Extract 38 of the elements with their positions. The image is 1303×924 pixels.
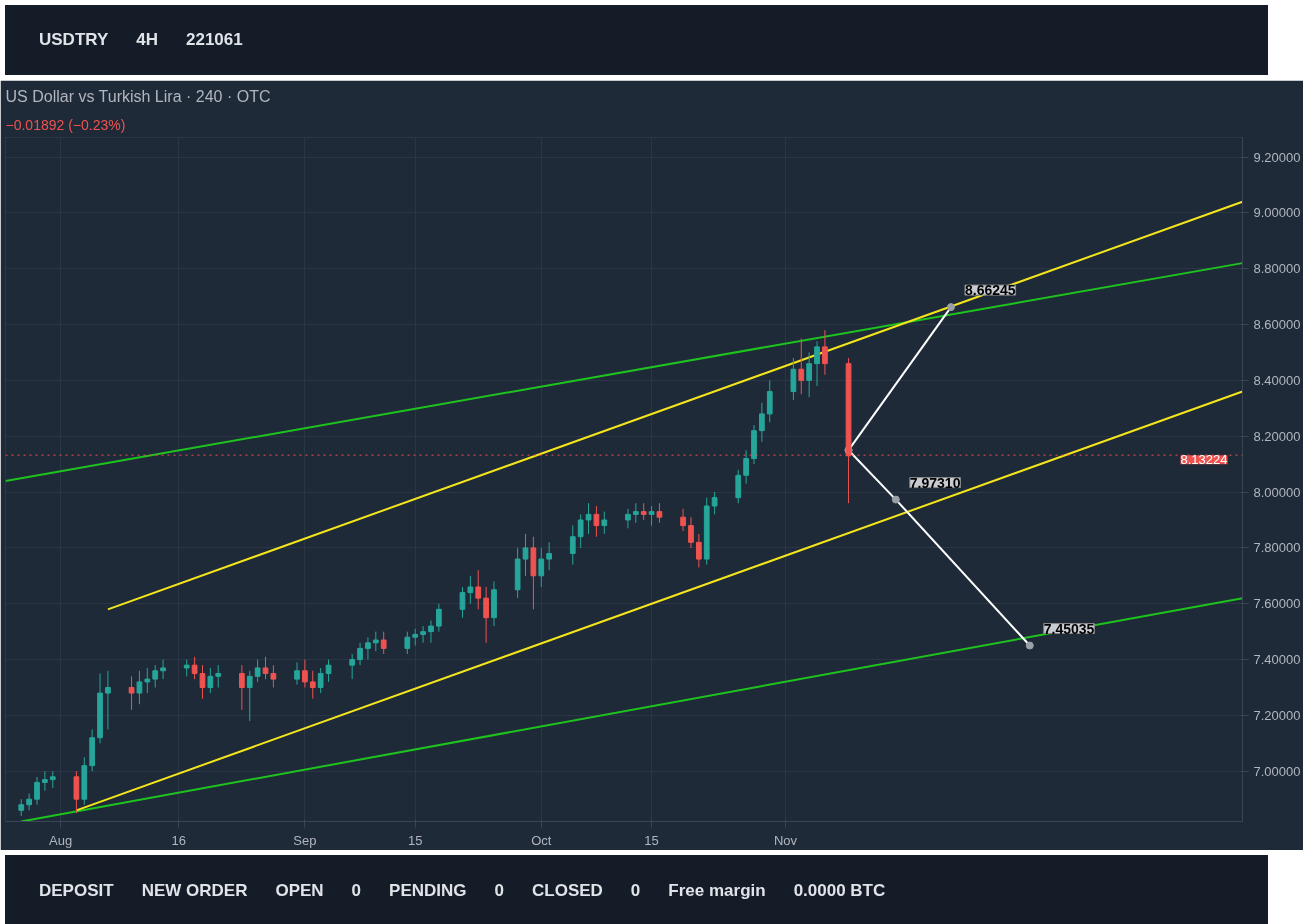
x-tick-label: 16 <box>171 832 187 848</box>
text: 0 <box>494 879 504 902</box>
y-tick-label: 7.80000 <box>1253 540 1301 556</box>
annotation: 7.97310 <box>909 474 961 491</box>
x-tick-label: Sep <box>293 832 317 848</box>
text: Free margin <box>668 879 766 902</box>
y-tick-label: 8.00000 <box>1253 484 1301 500</box>
y-tick-label: 7.20000 <box>1253 707 1301 723</box>
text: PENDING <box>389 879 467 902</box>
text: USDTRY <box>39 28 109 51</box>
text: OPEN <box>275 879 324 902</box>
text: DEPOSIT <box>39 879 114 902</box>
text: 0 <box>351 879 362 902</box>
ref-line-label: 8.13224 <box>1180 452 1228 468</box>
y-tick-label: 7.00000 <box>1253 763 1301 779</box>
text: 0.0000 BTC <box>793 879 886 902</box>
x-tick-label: Aug <box>49 832 73 848</box>
x-tick-label: Nov <box>773 832 798 848</box>
chart-subtitle: −0.01892 (−0.23%) <box>5 116 126 133</box>
x-tick-label: 15 <box>644 832 659 848</box>
y-tick-label: 7.40000 <box>1253 652 1301 668</box>
text: 0 <box>630 879 641 902</box>
y-tick-label: 8.20000 <box>1253 428 1301 444</box>
y-tick-label: 7.60000 <box>1253 596 1301 612</box>
y-tick-label: 8.40000 <box>1253 372 1301 388</box>
y-tick-label: 9.00000 <box>1253 205 1301 221</box>
y-tick-label: 8.80000 <box>1253 261 1301 277</box>
chart-title: US Dollar vs Turkish Lira · 240 · OTC <box>5 87 271 105</box>
y-tick-label: 8.60000 <box>1253 317 1301 333</box>
y-tick-label: 9.20000 <box>1253 149 1301 165</box>
text: CLOSED <box>532 879 603 902</box>
x-tick-label: Oct <box>531 832 552 848</box>
text: 221061 <box>186 28 243 51</box>
annotation: 7.45035 <box>1043 620 1095 637</box>
text: NEW ORDER <box>141 879 248 902</box>
x-tick-label: 15 <box>407 832 423 848</box>
text: 4H <box>136 28 158 51</box>
annotation: 8.66245 <box>964 282 1016 299</box>
